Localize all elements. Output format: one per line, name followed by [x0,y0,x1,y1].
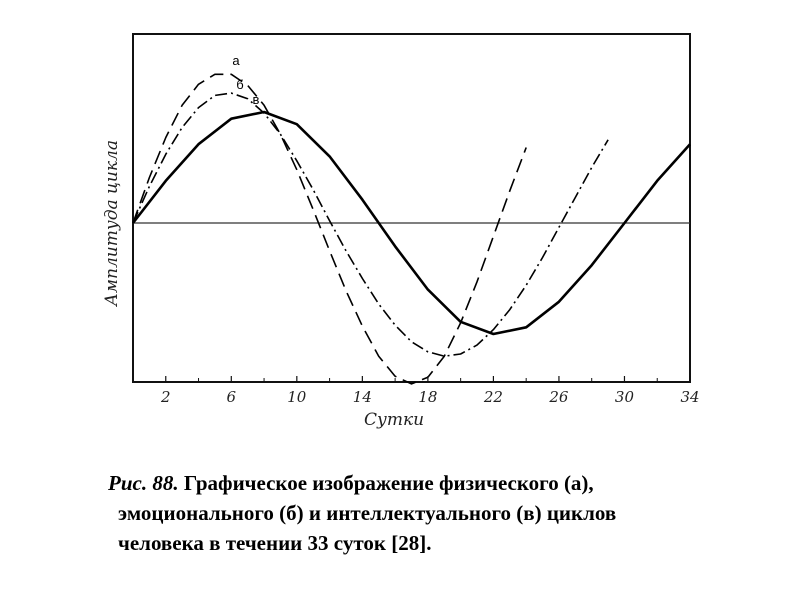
x-tick-label-34: 34 [680,388,699,406]
series-line-2 [132,92,609,357]
x-ticks: 2 6 10 14 18 22 26 30 34 [132,376,700,406]
y-axis-label: Амплитуда цикла [102,140,122,307]
curve-label-1: а [232,53,240,68]
caption-line-1: Рис. 88. Графическое изображение физичес… [108,468,788,498]
figure-caption: Рис. 88. Графическое изображение физичес… [108,468,788,558]
x-tick-label-14: 14 [353,388,372,406]
x-tick-label-30: 30 [615,388,635,406]
cycles-chart: 2 6 10 14 18 22 26 30 34 абв Амплитуда цикла Сут… [102,33,700,430]
curve-label-2: б [236,77,243,92]
x-axis-label: Сутки [364,410,424,430]
plot-frame [132,33,691,383]
caption-line-2: эмоционального (б) и интеллектуального (… [118,501,617,525]
curve-label-3: в [253,92,260,107]
series-line-1 [132,73,527,385]
series-layer [131,73,691,385]
figure-number: Рис. 88. [108,471,179,495]
x-tick-label-26: 26 [548,388,569,406]
x-tick-label-22: 22 [483,388,503,406]
x-tick-label-18: 18 [418,388,437,406]
caption-line-3: человека в течении 33 суток [28]. [118,531,432,555]
x-tick-label-2: 2 [160,388,171,406]
x-tick-label-6: 6 [227,388,237,406]
x-tick-label-10: 10 [287,388,307,406]
series-line-3 [131,110,691,336]
curve-labels: абв [232,53,259,107]
caption-text-1: Графическое изображение физического (а), [178,471,594,495]
